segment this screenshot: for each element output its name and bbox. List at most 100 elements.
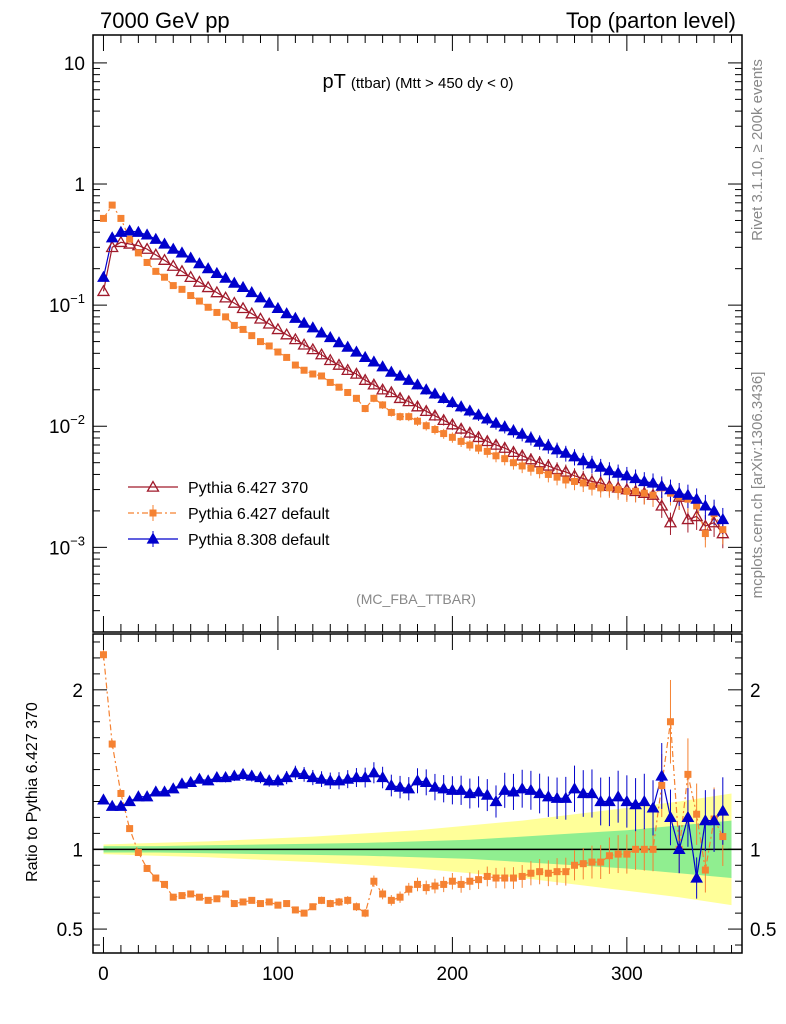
ratio-pythia-8-308-default-point: [323, 774, 337, 786]
pythia-6-427-370-point: [402, 394, 416, 407]
ratio-pythia-6-427-default-point: [649, 845, 657, 853]
main-y-tick-label-exp: −1: [70, 291, 85, 306]
pythia-6-427-default-point: [649, 491, 657, 499]
pythia-6-427-default-point: [274, 348, 282, 356]
side-label-rivet: Rivet 3.1.10, ≥ 200k events: [749, 59, 766, 241]
legend-label-pythia-6-427-370: Pythia 6.427 370: [188, 480, 308, 497]
ratio-pythia-6-427-default-point: [169, 893, 177, 901]
pythia-6-427-default-point: [431, 425, 439, 433]
ratio-panel: 0.5 0.5 1 1 2 2 0 100 200 300 Ratio to Pythia 6.…: [24, 633, 776, 985]
pythia-6-427-default-point: [309, 370, 317, 378]
ratio-pythia-6-427-default-point: [256, 900, 264, 908]
pythia-8-308-default-point: [472, 408, 485, 420]
header-right: Top (parton level): [566, 8, 736, 33]
pythia-6-427-default-point: [108, 201, 116, 209]
pythia-6-427-370-point: [489, 438, 503, 450]
ratio-pythia-8-308-default-point: [524, 783, 538, 795]
ratio-pythia-6-427-default-point: [448, 877, 456, 885]
pythia-6-427-370-point: [210, 285, 224, 298]
ratio-pythia-6-427-default-point: [108, 740, 116, 748]
ratio-pythia-8-308-default-point: [576, 786, 590, 799]
analysis-tag: (MC_FBA_TTBAR): [356, 591, 476, 607]
pythia-6-427-default-point: [230, 321, 238, 329]
pythia-8-308-default-point: [541, 439, 555, 451]
pythia-6-427-default-point: [335, 383, 343, 391]
ratio-pythia-6-427-default-point: [326, 900, 334, 908]
pythia-6-427-default-point: [414, 417, 421, 425]
ratio-pythia-8-308-default-point: [227, 769, 241, 781]
pythia-8-308-default-point: [411, 378, 424, 390]
pythia-8-308-default-point: [507, 424, 520, 436]
ratio-pythia-6-427-default-point: [527, 869, 535, 877]
pythia-8-308-default-point: [393, 369, 407, 381]
pythia-6-427-370-point: [149, 248, 163, 260]
pythia-8-308-default-point: [620, 469, 634, 481]
ratio-pythia-6-427-default-point: [623, 850, 631, 858]
pythia-6-427-370-point: [297, 338, 311, 350]
pythia-6-427-default-point: [440, 430, 448, 438]
ratio-pythia-8-308-default-point: [541, 790, 555, 802]
pythia-6-427-default-point: [370, 394, 378, 402]
ratio-pythia-6-427-default-point: [291, 906, 299, 914]
pythia-8-308-default-point: [105, 231, 119, 243]
ratio-pythia-8-308-default-point: [515, 782, 529, 794]
ratio-pythia-8-308-default-point: [271, 774, 285, 786]
pythia-8-308-default-point: [271, 301, 285, 314]
pythia-6-427-370-point: [332, 358, 346, 370]
pythia-8-308-default-point: [699, 499, 712, 511]
pythia-8-308-default-point: [402, 373, 416, 385]
ratio-pythia-6-427-default-point: [693, 810, 701, 818]
ratio-pythia-6-427-default-point: [134, 849, 142, 857]
pythia-6-427-default-point: [379, 401, 387, 409]
pythia-6-427-default-point: [326, 378, 334, 386]
ratio-pythia-6-427-default-point: [265, 898, 273, 906]
pythia-6-427-default-point: [239, 325, 247, 333]
pythia-6-427-370-point: [184, 270, 198, 282]
ratio-pythia-6-427-default-point: [457, 880, 465, 888]
pythia-8-308-default-point: [611, 466, 625, 478]
pythia-8-308-default-point: [594, 460, 608, 472]
pythia-8-308-default-point: [454, 400, 468, 412]
pythia-8-308-default-point: [254, 291, 267, 303]
ratio-pythia-6-427-default-point: [117, 790, 125, 797]
x-tick-labels: 0 100 200 300: [98, 964, 643, 985]
ratio-pythia-6-427-default-point: [379, 890, 387, 898]
ratio-pythia-8-308-default-point: [707, 814, 721, 826]
pythia-6-427-370-point: [480, 434, 494, 447]
pythia-6-427-default-point: [605, 484, 613, 492]
ratio-pythia-6-427-default-point: [230, 900, 238, 908]
pythia-6-427-default-point: [405, 413, 413, 421]
pythia-6-427-370-point: [140, 242, 154, 254]
pythia-6-427-370-point: [550, 462, 564, 475]
pythia-6-427-default-point: [143, 258, 151, 266]
ratio-pythia-8-308-default-point: [446, 783, 459, 795]
pythia-8-308-default-point: [184, 251, 198, 263]
ratio-pythia-6-427-default-point: [143, 864, 151, 872]
ratio-pythia-6-427-default-point: [475, 876, 483, 884]
pythia-6-427-default-point: [623, 487, 631, 495]
ratio-pythia-6-427-default-point: [588, 858, 596, 866]
pythia-6-427-default-point: [597, 484, 605, 492]
ratio-y-tick-label-right: 1: [750, 840, 761, 861]
main-series-markers: [96, 201, 730, 539]
pythia-8-308-default-point: [123, 224, 136, 236]
pythia-6-427-370-point: [175, 264, 189, 277]
pythia-8-308-default-point: [193, 257, 206, 269]
ratio-pythia-8-308-default-point: [629, 798, 642, 810]
pythia-8-308-default-point: [550, 443, 564, 455]
pythia-8-308-default-point: [498, 420, 512, 432]
pythia-6-427-default-point: [352, 394, 360, 402]
pythia-6-427-370-point: [428, 408, 442, 421]
pythia-8-308-default-point: [480, 412, 494, 424]
x-tick-label: 0: [98, 964, 109, 985]
pythia-8-308-default-point: [437, 391, 451, 403]
ratio-pythia-8-308-default-point: [376, 771, 389, 783]
ratio-series-markers: [97, 651, 730, 917]
pythia-6-427-default-point: [361, 405, 369, 413]
ratio-pythia-6-427-default-point: [483, 872, 491, 880]
pythia-6-427-default-point: [536, 467, 544, 475]
ratio-pythia-8-308-default-point: [428, 780, 442, 792]
pythia-6-427-370-point: [655, 499, 669, 511]
ratio-pythia-6-427-default-point: [335, 898, 343, 906]
